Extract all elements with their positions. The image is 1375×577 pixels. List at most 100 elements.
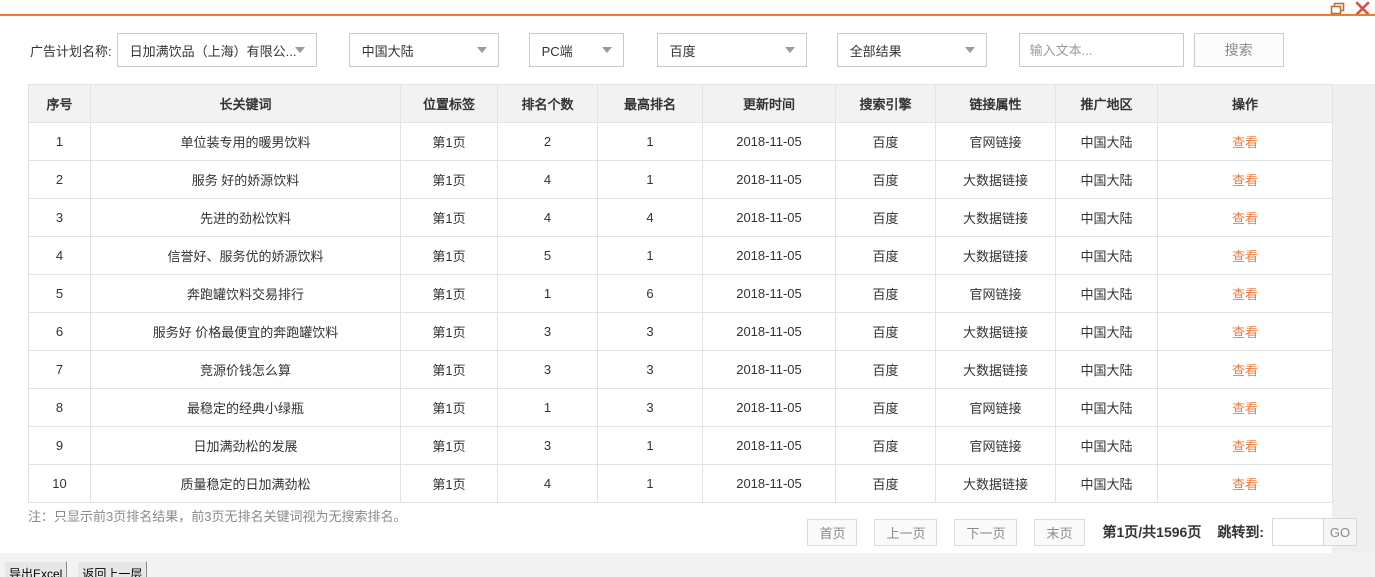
cell-keyword: 质量稳定的日加满劲松 [90, 464, 401, 503]
view-link[interactable]: 查看 [1231, 135, 1258, 150]
result-filter-value: 全部结果 [849, 43, 902, 59]
table-row: 9 日加满劲松的发展 第1页 3 1 2018-11-05 百度 官网链接 中国… [28, 426, 1333, 465]
cell-rank-count: 1 [497, 274, 598, 313]
cell-link-attr: 大数据链接 [935, 350, 1056, 389]
cell-keyword: 先进的劲松饮料 [90, 198, 401, 237]
view-link[interactable]: 查看 [1231, 173, 1258, 188]
cell-link-attr: 大数据链接 [935, 198, 1056, 237]
view-link[interactable]: 查看 [1231, 401, 1258, 416]
view-link[interactable]: 查看 [1231, 287, 1258, 302]
table-row: 3 先进的劲松饮料 第1页 4 4 2018-11-05 百度 大数据链接 中国… [28, 198, 1333, 237]
export-excel-button[interactable]: 导出Excel [4, 561, 68, 577]
cell-action: 查看 [1157, 160, 1333, 199]
cell-region: 中国大陆 [1055, 236, 1158, 275]
cell-rank-count: 2 [497, 122, 598, 161]
first-page-button[interactable]: 首页 [807, 518, 858, 546]
plan-name-dropdown[interactable]: 日加满饮品（上海）有限公... [116, 33, 317, 67]
cell-top-rank: 1 [597, 464, 703, 503]
header-top-rank: 最高排名 [597, 84, 703, 123]
cell-engine: 百度 [835, 160, 936, 199]
cell-page-tag: 第1页 [400, 388, 498, 427]
cell-region: 中国大陆 [1055, 464, 1158, 503]
cell-update-time: 2018-11-05 [702, 388, 836, 427]
cell-update-time: 2018-11-05 [702, 122, 836, 161]
close-icon[interactable] [1354, 1, 1371, 16]
cell-update-time: 2018-11-05 [702, 312, 836, 351]
cell-update-time: 2018-11-05 [702, 160, 836, 199]
cell-keyword: 信誉好、服务优的娇源饮料 [90, 236, 401, 275]
cell-page-tag: 第1页 [400, 464, 498, 503]
cell-no: 3 [28, 198, 91, 237]
cell-update-time: 2018-11-05 [702, 350, 836, 389]
cell-link-attr: 大数据链接 [935, 236, 1056, 275]
table-row: 2 服务 好的娇源饮料 第1页 4 1 2018-11-05 百度 大数据链接 … [28, 160, 1333, 199]
header-no: 序号 [28, 84, 91, 123]
cell-page-tag: 第1页 [400, 122, 498, 161]
next-page-button[interactable]: 下一页 [954, 518, 1018, 546]
view-link[interactable]: 查看 [1231, 211, 1258, 226]
search-button[interactable]: 搜索 [1193, 33, 1284, 67]
view-link[interactable]: 查看 [1231, 325, 1258, 340]
cell-keyword: 日加满劲松的发展 [90, 426, 401, 465]
cell-rank-count: 4 [497, 160, 598, 199]
plan-name-label: 广告计划名称: [30, 43, 112, 59]
table-body: 1 单位装专用的暖男饮料 第1页 2 1 2018-11-05 百度 官网链接 … [28, 122, 1333, 503]
cell-link-attr: 官网链接 [935, 388, 1056, 427]
cell-rank-count: 1 [497, 388, 598, 427]
header-action: 操作 [1157, 84, 1333, 123]
cell-top-rank: 6 [597, 274, 703, 313]
view-link[interactable]: 查看 [1231, 477, 1258, 492]
table-row: 10 质量稳定的日加满劲松 第1页 4 1 2018-11-05 百度 大数据链… [28, 464, 1333, 503]
right-gutter [1332, 84, 1375, 577]
region-value: 中国大陆 [361, 43, 414, 59]
page-info: 第1页/共1596页 [1102, 524, 1202, 540]
restore-window-icon[interactable] [1329, 1, 1346, 16]
cell-page-tag: 第1页 [400, 426, 498, 465]
chevron-down-icon [476, 47, 487, 53]
back-button[interactable]: 返回上一层 [77, 561, 148, 577]
cell-action: 查看 [1157, 312, 1333, 351]
cell-top-rank: 3 [597, 350, 703, 389]
table-row: 5 奔跑罐饮料交易排行 第1页 1 6 2018-11-05 百度 官网链接 中… [28, 274, 1333, 313]
view-link[interactable]: 查看 [1231, 363, 1258, 378]
region-dropdown[interactable]: 中国大陆 [348, 33, 499, 67]
cell-rank-count: 3 [497, 312, 598, 351]
search-input[interactable] [1018, 33, 1184, 67]
device-dropdown[interactable]: PC端 [528, 33, 624, 67]
cell-action: 查看 [1157, 426, 1333, 465]
pagination: 首页 上一页 下一页 末页 第1页/共1596页 跳转到: GO [807, 518, 1357, 546]
cell-top-rank: 1 [597, 122, 703, 161]
cell-rank-count: 4 [497, 464, 598, 503]
cell-region: 中国大陆 [1055, 312, 1158, 351]
chevron-down-icon [784, 47, 795, 53]
cell-action: 查看 [1157, 122, 1333, 161]
cell-no: 6 [28, 312, 91, 351]
table-row: 4 信誉好、服务优的娇源饮料 第1页 5 1 2018-11-05 百度 大数据… [28, 236, 1333, 275]
result-filter-dropdown[interactable]: 全部结果 [836, 33, 987, 67]
cell-no: 8 [28, 388, 91, 427]
cell-rank-count: 5 [497, 236, 598, 275]
header-rank-count: 排名个数 [497, 84, 598, 123]
view-link[interactable]: 查看 [1231, 439, 1258, 454]
cell-engine: 百度 [835, 198, 936, 237]
cell-action: 查看 [1157, 274, 1333, 313]
cell-engine: 百度 [835, 388, 936, 427]
cell-keyword: 奔跑罐饮料交易排行 [90, 274, 401, 313]
cell-keyword: 竞源价钱怎么算 [90, 350, 401, 389]
cell-no: 7 [28, 350, 91, 389]
header-region: 推广地区 [1055, 84, 1158, 123]
cell-engine: 百度 [835, 464, 936, 503]
engine-dropdown[interactable]: 百度 [656, 33, 807, 67]
cell-action: 查看 [1157, 464, 1333, 503]
view-link[interactable]: 查看 [1231, 249, 1258, 264]
header-page-tag: 位置标签 [400, 84, 498, 123]
last-page-button[interactable]: 末页 [1034, 518, 1085, 546]
cell-action: 查看 [1157, 388, 1333, 427]
header-keyword: 长关键词 [90, 84, 401, 123]
cell-no: 9 [28, 426, 91, 465]
go-button[interactable]: GO [1324, 518, 1357, 546]
cell-engine: 百度 [835, 236, 936, 275]
chevron-down-icon [294, 47, 305, 53]
jump-page-input[interactable] [1272, 518, 1324, 546]
prev-page-button[interactable]: 上一页 [874, 518, 938, 546]
